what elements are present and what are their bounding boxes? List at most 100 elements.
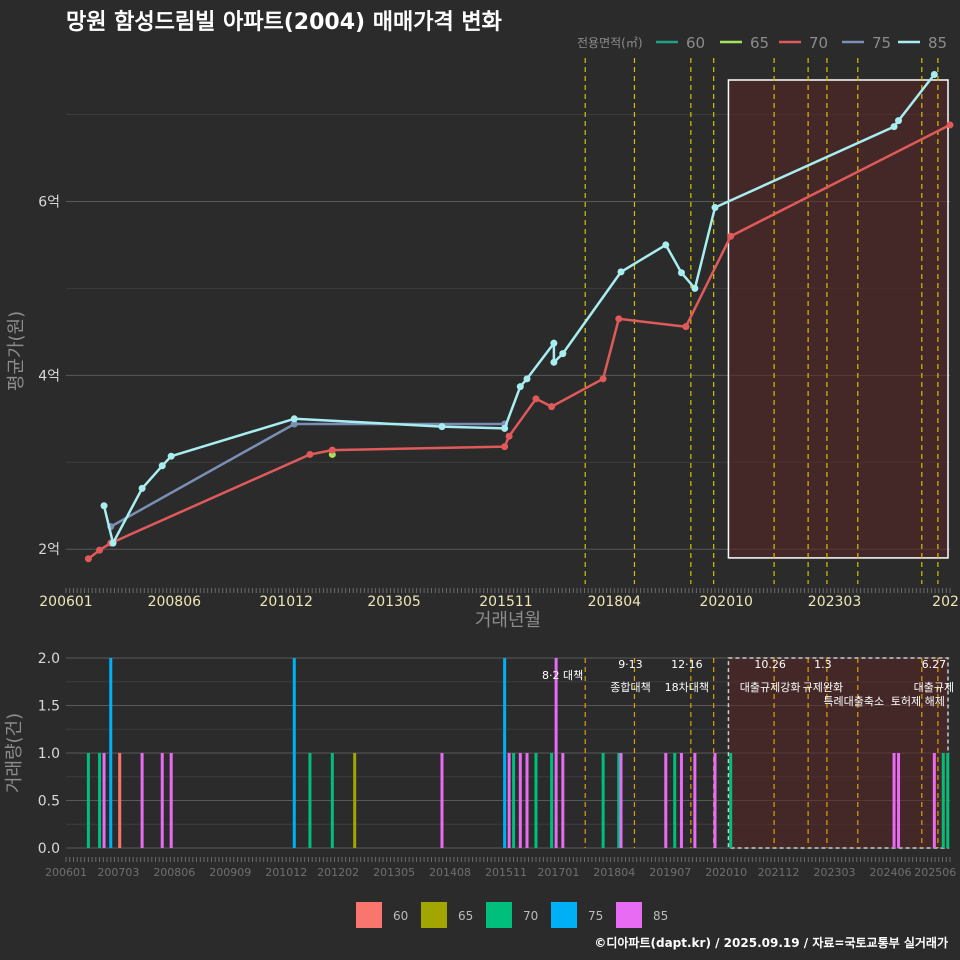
legend-label-85: 85	[928, 34, 947, 52]
series-point-85	[550, 339, 558, 347]
bar-85	[679, 753, 683, 848]
x-tick-label: 202506	[914, 866, 956, 879]
series-point-70	[682, 323, 690, 331]
bar-75	[503, 658, 507, 848]
x-tick-label: 200601	[39, 594, 92, 610]
bar-70	[98, 753, 102, 848]
series-point-85	[677, 269, 685, 277]
y-tick-label: 0.0	[38, 841, 60, 857]
bar-70	[673, 753, 677, 848]
legend-key-85	[616, 902, 642, 928]
policy-label: 1.3	[814, 658, 832, 671]
series-point-70	[306, 450, 314, 458]
policy-label: 9.7	[845, 0, 863, 3]
policy-sublabel: 특례대출축소	[823, 695, 884, 708]
series-point-85	[158, 462, 166, 470]
legend-label-70: 70	[809, 34, 828, 52]
policy-label: 8·2 대책	[542, 669, 583, 682]
bar-70	[550, 753, 554, 848]
series-point-70	[532, 395, 540, 403]
bar-85	[664, 753, 668, 848]
series-point-85	[617, 268, 625, 276]
series-point-85	[559, 350, 567, 358]
x-tick-label: 202303	[808, 594, 861, 610]
x-tick-label: 202010	[705, 866, 747, 879]
bar-70	[86, 753, 90, 848]
y-axis-title: 거래량(건)	[4, 713, 25, 793]
legend-label-75: 75	[588, 909, 603, 923]
series-point-85	[290, 415, 298, 423]
bar-70	[330, 753, 334, 848]
policy-sublabel: 18차대책	[665, 681, 709, 694]
x-tick-label: 201408	[429, 866, 471, 879]
series-point-85	[930, 71, 938, 79]
series-line-75	[110, 422, 505, 528]
bar-85	[525, 753, 529, 848]
bar-70	[601, 753, 605, 848]
series-point-70	[505, 432, 513, 440]
legend-label-85: 85	[653, 909, 668, 923]
bar-85	[160, 753, 164, 848]
series-point-70	[548, 403, 556, 411]
y-tick-label: 6억	[38, 194, 60, 210]
x-tick-label: 201511	[479, 594, 532, 610]
x-tick-label: 200909	[209, 866, 251, 879]
series-point-85	[138, 484, 146, 492]
bar-85	[619, 753, 623, 848]
x-tick-label: 201804	[593, 866, 635, 879]
policy-sublabel: 대출규제강화	[740, 681, 801, 694]
legend-label-65: 65	[458, 909, 473, 923]
y-tick-label: 0.5	[38, 794, 60, 810]
policy-sublabel: 대출규제	[914, 681, 954, 694]
bar-75	[292, 658, 296, 848]
series-point-70	[96, 546, 104, 554]
series-point-70	[727, 232, 735, 240]
series-point-85	[691, 284, 699, 292]
x-tick-label: 200806	[148, 594, 202, 610]
series-point-85	[895, 117, 903, 125]
series-point-70	[946, 121, 954, 129]
legend-label-70: 70	[523, 909, 538, 923]
policy-sublabel: 토허제 해제	[891, 694, 945, 708]
legend-title: 전용면적(㎡)	[577, 36, 643, 50]
bar-85	[713, 753, 717, 848]
credit-text: ©디아파트(dapt.kr) / 2025.09.19 / 자료=국토교통부 실…	[594, 936, 948, 950]
x-tick-label: 200703	[97, 866, 139, 879]
y-tick-label: 2억	[38, 542, 60, 558]
bar-85	[897, 753, 901, 848]
x-tick-label: 202112	[758, 866, 800, 879]
x-tick-label: 201012	[259, 594, 312, 610]
policy-sublabel: 종합대책	[610, 681, 650, 694]
legend-label-60: 60	[686, 34, 705, 52]
x-tick-label: 201701	[537, 866, 579, 879]
y-tick-label: 2.0	[38, 651, 60, 667]
x-tick-label: 202010	[699, 594, 752, 610]
highlight-period-box	[727, 79, 949, 559]
bar-85	[140, 753, 144, 848]
y-tick-label: 4억	[38, 368, 60, 384]
legend-key-60	[356, 902, 382, 928]
bar-75	[109, 658, 113, 848]
y-tick-label: 1.0	[38, 746, 60, 762]
bar-70	[729, 753, 733, 848]
series-line-70	[87, 123, 951, 560]
series-point-85	[711, 204, 719, 212]
bar-85	[693, 753, 697, 848]
bar-70	[617, 753, 621, 848]
policy-label: 12·16	[671, 658, 703, 671]
x-tick-label: 201907	[649, 866, 691, 879]
series-point-85	[109, 539, 117, 547]
chart-title: 망원 함성드림빌 아파트(2004) 매매가격 변화	[66, 10, 502, 35]
series-point-70	[328, 446, 336, 454]
bar-85	[561, 753, 565, 848]
x-tick-label: 201305	[373, 866, 415, 879]
series-point-75	[290, 420, 298, 428]
x-tick-label: 201202	[317, 866, 359, 879]
legend-label-65: 65	[750, 34, 769, 52]
x-minor-ticks	[65, 857, 951, 862]
series-point-85	[438, 423, 446, 431]
x-minor-ticks	[65, 588, 951, 593]
series-point-70	[84, 555, 92, 563]
policy-label: 6.27	[922, 658, 947, 671]
